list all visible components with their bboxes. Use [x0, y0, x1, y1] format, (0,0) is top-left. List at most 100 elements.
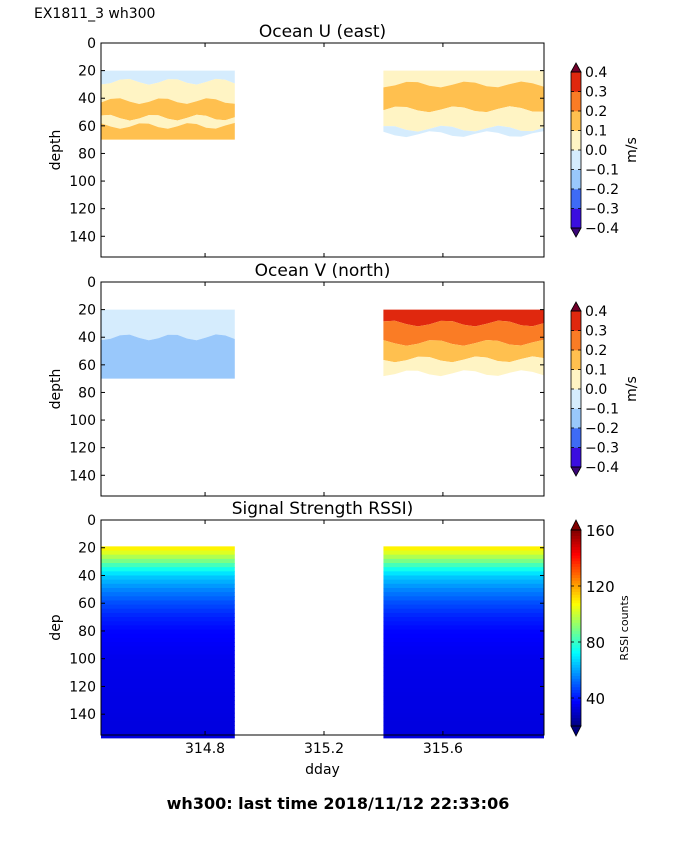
colorbar-gradient-step	[571, 653, 581, 657]
rssi-cell-row	[101, 675, 235, 681]
colorbar-gradient-step	[571, 636, 581, 640]
rssi-cell-row	[383, 667, 544, 672]
rssi-cell-row	[101, 654, 235, 660]
colorbar-segment	[571, 150, 581, 170]
colorbar-tick-label: −0.4	[585, 460, 619, 476]
colorbar-gradient-step	[571, 667, 581, 671]
y-tick-label: 140	[69, 707, 96, 723]
contour-band	[383, 309, 544, 327]
footer-last-time: wh300: last time 2018/11/12 22:33:06	[167, 794, 510, 813]
colorbar-gradient-step	[571, 714, 581, 718]
contour-band	[101, 98, 235, 121]
y-tick-label: 60	[78, 119, 96, 135]
colorbar: −0.4 −0.3 −0.2 −0.1 0.0 0.1 0.2 0.3 0.4 m/s	[570, 62, 640, 238]
colorbar-gradient-step	[571, 583, 581, 587]
rssi-cell-row	[101, 563, 235, 568]
colorbar-extend-min	[570, 725, 582, 737]
colorbar-label: RSSI counts	[618, 595, 631, 660]
rssi-cell-row	[383, 654, 544, 660]
colorbar-segment	[571, 428, 581, 448]
colorbar-extend-max	[570, 62, 582, 73]
colorbar-segment	[571, 72, 581, 92]
colorbar-gradient-step	[571, 566, 581, 570]
contour-band	[383, 81, 544, 113]
colorbar-tick-label: −0.3	[585, 202, 619, 218]
colorbar-label: m/s	[624, 376, 640, 402]
rssi-cell-row	[383, 617, 544, 622]
rssi-cell-row	[101, 592, 235, 597]
y-tick-label: 60	[78, 596, 96, 612]
rssi-cell-row	[101, 646, 235, 651]
panel-1: Ocean U (east) 0 20 40 60 80 100 120 140 depth −0.…	[48, 22, 640, 258]
rssi-cell-row	[101, 671, 235, 676]
colorbar-gradient-step	[571, 560, 581, 564]
colorbar-tick-label: 0.0	[585, 382, 607, 398]
colorbar-gradient-step	[571, 625, 581, 629]
colorbar-gradient-step	[571, 661, 581, 665]
y-tick-label: 120	[69, 441, 96, 457]
y-tick-label: 80	[78, 624, 96, 640]
rssi-cell-row	[101, 567, 235, 572]
rssi-cell-row	[383, 721, 544, 726]
colorbar-gradient-step	[571, 563, 581, 567]
colorbar-tick-label: 0.2	[585, 343, 607, 359]
colorbar-gradient-step	[571, 597, 581, 601]
suptitle: EX1811_3 wh300	[34, 6, 155, 22]
colorbar-tick-label: −0.1	[585, 163, 619, 179]
colorbar-gradient-step	[571, 619, 581, 623]
colorbar-outline	[570, 529, 582, 727]
rssi-cell-row	[101, 571, 235, 577]
rssi-cell-row	[101, 642, 235, 647]
colorbar-gradient-step	[571, 706, 581, 710]
colorbar-tick-label: 0.4	[585, 304, 607, 320]
rssi-cell-row	[383, 696, 544, 701]
colorbar-gradient-step	[571, 544, 581, 548]
colorbar-segment	[571, 208, 581, 229]
axes-frame	[100, 42, 545, 258]
rssi-cell-row	[101, 692, 235, 697]
colorbar-gradient-step	[571, 689, 581, 693]
rssi-cell-row	[101, 700, 235, 706]
rssi-cell-row	[383, 662, 544, 668]
rssi-cell-row	[383, 600, 544, 606]
rssi-cell-row	[101, 650, 235, 656]
colorbar-gradient-step	[571, 558, 581, 562]
colorbar-extend-max	[570, 519, 582, 531]
y-tick-label: 100	[69, 652, 96, 668]
rssi-cell-row	[101, 712, 235, 718]
rssi-cell-row	[383, 633, 544, 639]
rssi-cell-row	[101, 733, 235, 739]
colorbar-gradient-step	[571, 555, 581, 559]
rssi-cell-row	[383, 704, 544, 710]
colorbar-gradient-step	[571, 602, 581, 606]
rssi-cell-row	[383, 621, 544, 627]
colorbar-gradient-step	[571, 572, 581, 576]
colorbar-extend-min	[570, 466, 582, 477]
colorbar-gradient-step	[571, 670, 581, 674]
rssi-cell-row	[383, 658, 544, 664]
rssi-cell-row	[101, 583, 235, 589]
colorbar-segment	[571, 111, 581, 131]
colorbar-segment	[571, 189, 581, 209]
colorbar-gradient-step	[571, 712, 581, 716]
colorbar-segment	[571, 130, 581, 151]
colorbar-gradient-step	[571, 530, 581, 534]
colorbar-gradient-step	[571, 591, 581, 595]
contour-band	[383, 320, 544, 346]
rssi-cell-row	[101, 546, 235, 552]
colorbar-tick-label: 80	[586, 634, 605, 652]
rssi-cell-row	[383, 642, 544, 647]
colorbar-segment	[571, 447, 581, 468]
colorbar-segment	[571, 350, 581, 370]
colorbar-gradient-step	[571, 717, 581, 721]
colorbar-label: m/s	[624, 137, 640, 163]
rssi-cell-row	[101, 575, 235, 581]
y-tick-label: 100	[69, 174, 96, 190]
rssi-cell-row	[101, 587, 235, 593]
colorbar-extend-max	[570, 301, 582, 312]
colorbar-gradient-step	[571, 577, 581, 581]
rssi-cell-row	[383, 571, 544, 577]
colorbar-gradient-step	[571, 720, 581, 724]
rssi-cell-row	[383, 550, 544, 556]
contour-band	[101, 78, 235, 104]
